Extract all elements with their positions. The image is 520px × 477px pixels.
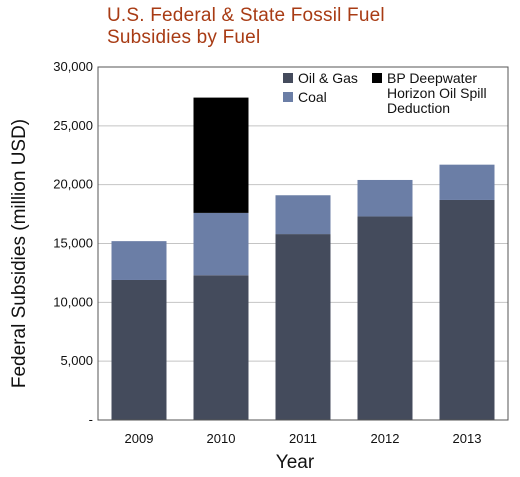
chart-title-line-2: Subsidies by Fuel: [107, 27, 261, 48]
x-tick-labels: 2009 2010 2011 2012 2013: [125, 431, 482, 446]
y-axis-label: Federal Subsidies (million USD): [9, 119, 30, 388]
bar-2010-series-2: [193, 97, 249, 213]
y-tick-label: -: [89, 412, 93, 427]
y-tick-label: 25,000: [53, 118, 93, 133]
y-tick-label: 15,000: [53, 236, 93, 251]
y-tick-label: 30,000: [53, 59, 93, 74]
y-tick-label: 10,000: [53, 294, 93, 309]
bars: [111, 97, 495, 420]
x-tick-label: 2012: [371, 431, 400, 446]
legend-label-1: Coal: [298, 89, 327, 105]
chart-title-line-1: U.S. Federal & State Fossil Fuel: [107, 5, 385, 26]
x-axis-label: Year: [276, 452, 315, 473]
legend-label-0: Oil & Gas: [298, 70, 358, 86]
bar-2010-series-1: [193, 212, 249, 276]
bar-2011-series-0: [275, 234, 331, 420]
x-tick-label: 2011: [289, 431, 317, 446]
bar-2009-series-1: [111, 241, 167, 280]
legend-swatch-0: [283, 73, 293, 83]
x-tick-label: 2013: [453, 431, 482, 446]
y-tick-labels: - 5,000 10,000 15,000 20,000 25,000 30,000: [53, 59, 93, 427]
legend-swatch-2: [372, 73, 382, 83]
bar-2011-series-1: [275, 195, 331, 235]
x-tick-label: 2009: [125, 431, 154, 446]
legend-label-2: Horizon Oil Spill: [387, 85, 487, 101]
chart-title: U.S. Federal & State Fossil Fuel Subsidi…: [107, 5, 507, 49]
legend-swatch-1: [283, 92, 293, 102]
bar-2009-series-0: [111, 279, 167, 420]
bar-2013-series-0: [439, 199, 495, 420]
bar-2012-series-0: [357, 216, 413, 420]
bar-2010-series-0: [193, 275, 249, 420]
bar-2012-series-1: [357, 179, 413, 217]
y-tick-label: 5,000: [60, 353, 93, 368]
axes: [97, 66, 509, 421]
plot-frame: [97, 66, 509, 421]
bar-2013-series-1: [439, 164, 495, 200]
y-tick-label: 20,000: [53, 177, 93, 192]
x-tick-label: 2010: [207, 431, 236, 446]
legend-label-2: Deduction: [387, 100, 450, 116]
legend-label-2: BP Deepwater: [387, 70, 477, 86]
